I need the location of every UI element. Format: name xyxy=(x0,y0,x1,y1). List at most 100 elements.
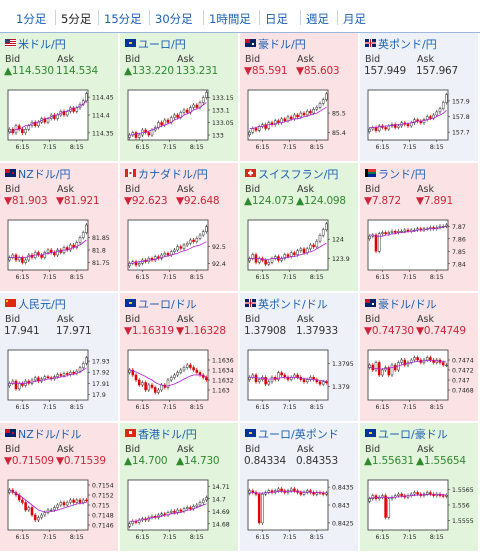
pair-name-link[interactable]: NZドル/円 xyxy=(18,168,71,181)
candle-body xyxy=(309,110,312,114)
tab-separator xyxy=(203,10,204,25)
currency-pair-card[interactable]: 香港ドル/円 Bid ▲14.700 Ask ▲14.730 14.71 14.7 14.69… xyxy=(120,423,239,552)
moving-average-line xyxy=(9,367,87,384)
candle-body xyxy=(293,114,296,120)
candlestick-chart[interactable]: 1.1636 1.1634 1.1632 1.163 6:15 7:15 8:15 xyxy=(126,348,234,418)
pair-name-link[interactable]: 豪ドル/円 xyxy=(258,38,306,51)
candlestick-chart[interactable]: 157.9 157.8 157.7 6:15 7:15 8:15 xyxy=(366,88,474,158)
candle-body xyxy=(72,499,75,503)
candle-body xyxy=(251,128,255,133)
candle-body xyxy=(435,111,439,116)
pair-name-link[interactable]: NZドル/ドル xyxy=(18,428,82,441)
currency-pair-card[interactable]: 米ドル/円 Bid ▲114.530 Ask 114.534 114.45 114.4 114… xyxy=(0,33,119,162)
currency-pair-card[interactable]: ユーロ/ドル Bid ▼1.16319 Ask ▼1.16328 1.1636 1.1634… xyxy=(120,293,239,422)
candle-body xyxy=(192,239,195,242)
tab-1[interactable]: 5分足 xyxy=(61,12,92,26)
candlestick-chart[interactable]: 0.7154 0.7152 0.715 0.7148 0.7146 6:15 7:15 8:1… xyxy=(6,478,114,548)
candlestick-chart[interactable]: 7.87 7.86 7.85 7.84 6:15 7:15 8:15 xyxy=(366,218,474,288)
y-tick-label: 1.5555 xyxy=(452,518,474,525)
candle-body xyxy=(315,379,319,383)
tab-7[interactable]: 月足 xyxy=(343,12,366,26)
pair-name-link[interactable]: スイスフラン/円 xyxy=(258,168,339,181)
candle-body xyxy=(37,121,40,126)
tab-6[interactable]: 週足 xyxy=(306,12,329,26)
candle-body xyxy=(182,109,186,113)
pair-name-link[interactable]: ランド/円 xyxy=(378,168,426,181)
candle-body xyxy=(441,495,445,497)
candlestick-chart[interactable]: 92.5 92.4 6:15 7:15 8:15 xyxy=(126,218,234,288)
candlestick-chart[interactable]: 133.15 133.1 133.05 133 6:15 7:15 8:15 xyxy=(126,88,234,158)
currency-pair-card[interactable]: カナダドル/円 Bid ▼92.623 Ask ▼92.648 92.5 92.4 6:15 7… xyxy=(120,163,239,292)
pair-name-link[interactable]: 人民元/円 xyxy=(18,298,66,311)
x-tick-label: 8:15 xyxy=(430,144,444,151)
candle-body xyxy=(302,112,306,116)
currency-pair-card[interactable]: 英ポンド/ドル Bid 1.37908 Ask 1.37933 1.3795 1.379 6:… xyxy=(240,293,359,422)
ask-label: Ask xyxy=(297,314,314,325)
pair-name-link[interactable]: ユーロ/ドル xyxy=(138,298,197,311)
candle-body xyxy=(293,488,296,491)
currency-pair-card[interactable]: ユーロ/英ポンド Bid 0.84334 Ask 0.84353 0.8435 0.843 0… xyxy=(240,423,359,552)
ask-label: Ask xyxy=(417,184,434,195)
currency-pair-card[interactable]: NZドル/円 Bid ▼81.903 Ask ▼81.921 81.85 81.8 81.75… xyxy=(0,163,119,292)
candle-body xyxy=(43,376,47,380)
currency-pair-card[interactable]: 豪ドル/円 Bid ▼85.591 Ask ▼85.603 85.5 85.4 6:15 7:1… xyxy=(240,33,359,162)
x-tick-label: 8:15 xyxy=(430,534,444,541)
candlestick-chart[interactable]: 14.71 14.7 14.69 14.68 6:15 7:15 8:15 xyxy=(126,478,234,548)
candlestick-chart[interactable]: 0.8435 0.843 0.8425 6:15 7:15 8:15 xyxy=(246,478,354,548)
candle-body xyxy=(205,377,208,381)
bid-label: Bid xyxy=(5,314,21,325)
pair-name-link[interactable]: 米ドル/円 xyxy=(18,38,66,51)
us-flag-icon xyxy=(5,39,16,47)
pair-name-link[interactable]: ユーロ/円 xyxy=(138,38,186,51)
currency-pair-card[interactable]: 英ポンド/円 Bid 157.949 Ask 157.967 157.9 157.8 157.… xyxy=(360,33,479,162)
ask-label: Ask xyxy=(297,54,314,65)
y-tick-label: 81.75 xyxy=(92,260,110,267)
candlestick-chart[interactable]: 81.85 81.8 81.75 6:15 7:15 8:15 xyxy=(6,218,114,288)
candlestick-chart[interactable]: 85.5 85.4 6:15 7:15 8:15 xyxy=(246,88,354,158)
x-tick-label: 6:15 xyxy=(255,404,269,411)
y-tick-label: 14.7 xyxy=(212,496,226,503)
currency-pair-card[interactable]: NZドル/ドル Bid ▼0.71509 Ask ▼0.71539 0.7154 0.715… xyxy=(0,423,119,552)
candle-body xyxy=(441,226,445,228)
candle-body xyxy=(62,373,66,376)
candlestick-chart[interactable]: 1.3795 1.379 6:15 7:15 8:15 xyxy=(246,348,354,418)
candle-body xyxy=(374,362,378,371)
currency-pair-card[interactable]: 豪ドル/ドル Bid ▼0.74730 Ask ▼0.74749 0.7474 0.7472… xyxy=(360,293,479,422)
candle-body xyxy=(438,108,442,113)
pair-name-link[interactable]: ユーロ/英ポンド xyxy=(258,428,339,441)
currency-pair-card[interactable]: ユーロ/円 Bid ▲133.220 Ask 133.231 133.15 133.1 133… xyxy=(120,33,239,162)
tab-2[interactable]: 15分足 xyxy=(104,12,142,26)
tab-5[interactable]: 日足 xyxy=(265,12,288,26)
y-tick-label: 133.05 xyxy=(212,120,234,127)
tab-3[interactable]: 30分足 xyxy=(155,12,193,26)
ask-label: Ask xyxy=(417,54,434,65)
pair-name-link[interactable]: カナダドル/円 xyxy=(138,168,208,181)
pair-name-link[interactable]: ユーロ/豪ドル xyxy=(378,428,448,441)
currency-pair-card[interactable]: ユーロ/豪ドル Bid ▲1.55631 Ask ▲1.55654 1.5565 1.556… xyxy=(360,423,479,552)
ask-label: Ask xyxy=(57,444,74,455)
pair-name-link[interactable]: 豪ドル/ドル xyxy=(378,298,437,311)
pair-name-link[interactable]: 英ポンド/ドル xyxy=(258,298,328,311)
tab-0[interactable]: 1分足 xyxy=(16,12,47,26)
bid-label: Bid xyxy=(365,184,381,195)
currency-pair-card[interactable]: 人民元/円 Bid 17.941 Ask 17.971 17.93 17.92 17.91 17… xyxy=(0,293,119,422)
candle-body xyxy=(163,253,167,256)
y-tick-label: 14.68 xyxy=(212,521,230,528)
currency-pair-card[interactable]: ランド/円 Bid ▼7.872 Ask ▼7.891 7.87 7.86 7.85 7.84 6… xyxy=(360,163,479,292)
candle-body xyxy=(283,118,287,122)
tab-4[interactable]: 1時間足 xyxy=(209,12,251,26)
candle-body xyxy=(400,493,403,496)
y-tick-label: 1.163 xyxy=(212,388,230,395)
pair-name-link[interactable]: 英ポンド/円 xyxy=(378,38,437,51)
candle-body xyxy=(69,244,72,251)
candlestick-chart[interactable]: 124 123.9 6:15 7:15 8:15 xyxy=(246,218,354,288)
candle-body xyxy=(305,110,309,116)
y-tick-label: 1.3795 xyxy=(332,361,354,368)
candlestick-chart[interactable]: 114.45 114.4 114.35 6:15 7:15 8:15 xyxy=(6,88,114,158)
ask-label: Ask xyxy=(297,184,314,195)
currency-pair-card[interactable]: スイスフラン/円 Bid ▲124.073 Ask ▲124.098 124 123.9 6:… xyxy=(240,163,359,292)
pair-name-link[interactable]: 香港ドル/円 xyxy=(138,428,197,441)
candlestick-chart[interactable]: 0.7474 0.7472 0.747 0.7468 6:15 7:15 8:15 xyxy=(366,348,474,418)
candlestick-chart[interactable]: 1.5565 1.556 1.5555 6:15 7:15 8:15 xyxy=(366,478,474,548)
candlestick-chart[interactable]: 17.93 17.92 17.91 17.9 6:15 7:15 8:15 xyxy=(6,348,114,418)
